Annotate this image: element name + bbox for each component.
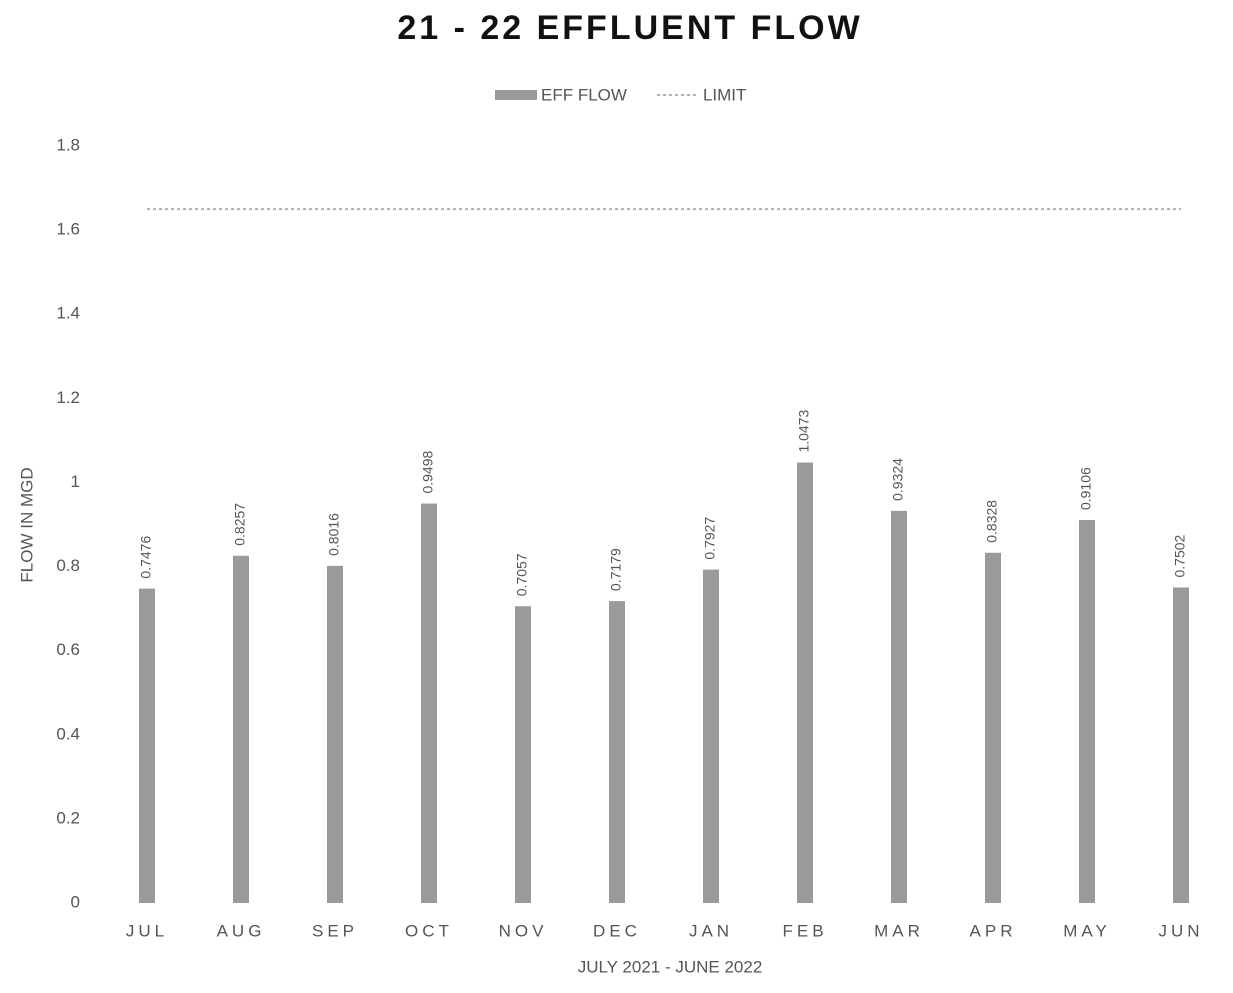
y-axis-title: FLOW IN MGD (17, 467, 36, 582)
x-axis-title: JULY 2021 - JUNE 2022 (578, 957, 763, 976)
data-label: 0.9106 (1078, 467, 1094, 510)
y-tick-label: 1 (71, 472, 80, 491)
bar (327, 565, 343, 903)
x-tick-label: JUL (126, 921, 168, 940)
x-tick-label: AUG (217, 921, 266, 940)
data-label: 0.8016 (326, 513, 342, 556)
data-label: 0.7502 (1172, 534, 1188, 577)
data-label: 0.7927 (702, 517, 718, 560)
legend-label: EFF FLOW (541, 85, 627, 104)
legend-swatch (495, 90, 537, 100)
bar (515, 606, 531, 903)
data-label: 0.7057 (514, 553, 530, 596)
y-tick-label: 1.6 (56, 220, 80, 239)
data-label: 1.0473 (796, 410, 812, 453)
legend-label: LIMIT (703, 85, 746, 104)
chart-title: 21 - 22 EFFLUENT FLOW (397, 9, 862, 47)
bar (797, 462, 813, 903)
x-tick-label: JUN (1158, 921, 1203, 940)
bar (891, 510, 907, 903)
x-tick-label: SEP (312, 921, 358, 940)
x-tick-label: FEB (782, 921, 827, 940)
y-tick-label: 1.8 (56, 135, 80, 154)
y-tick-label: 0.8 (56, 556, 80, 575)
y-tick-label: 1.2 (56, 388, 80, 407)
bar (1173, 587, 1189, 903)
x-tick-label: APR (970, 921, 1017, 940)
x-tick-label: JAN (689, 921, 733, 940)
data-label: 0.9498 (420, 451, 436, 494)
bar (139, 588, 155, 903)
data-label: 0.8328 (984, 500, 1000, 543)
data-label: 0.7179 (608, 548, 624, 591)
y-tick-label: 1.4 (56, 304, 80, 323)
bar (985, 552, 1001, 903)
y-tick-label: 0.4 (56, 724, 80, 743)
y-tick-label: 0.6 (56, 640, 80, 659)
bar (1079, 520, 1095, 903)
bar (703, 569, 719, 903)
y-tick-label: 0 (71, 892, 80, 911)
x-tick-label: OCT (405, 921, 453, 940)
y-tick-label: 0.2 (56, 808, 80, 827)
bar (421, 503, 437, 903)
bar (233, 555, 249, 903)
x-tick-label: MAR (874, 921, 924, 940)
data-label: 0.9324 (890, 458, 906, 501)
bar (609, 601, 625, 903)
x-tick-label: DEC (593, 921, 641, 940)
x-tick-label: NOV (499, 921, 548, 940)
x-tick-label: MAY (1063, 921, 1111, 940)
data-label: 0.7476 (138, 536, 154, 579)
data-label: 0.8257 (232, 503, 248, 546)
